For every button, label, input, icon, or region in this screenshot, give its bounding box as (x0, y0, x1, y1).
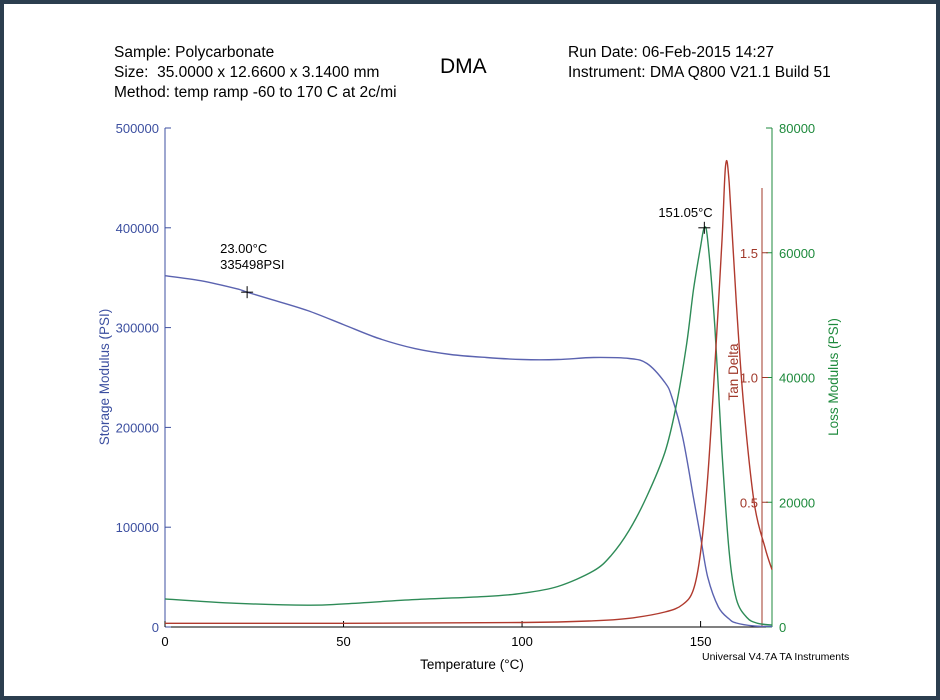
y-right-tick-label: 40000 (779, 371, 815, 386)
y-right-axis-title: Loss Modulus (PSI) (826, 318, 841, 436)
sample-name: Sample: Polycarbonate (114, 44, 275, 61)
sample-size: Size: 35.0000 x 12.6600 x 3.1400 mm (114, 64, 380, 81)
y-left-tick-label: 400000 (116, 221, 159, 236)
y-left-axis-title: Storage Modulus (PSI) (97, 309, 112, 446)
loss-modulus-line (164, 226, 773, 626)
y-right-tick-label: 80000 (779, 121, 815, 136)
annotation-label: 23.00°C (220, 241, 267, 256)
tan-delta-line (164, 160, 773, 625)
x-tick-label: 150 (690, 634, 712, 649)
software-version: Universal V4.7A TA Instruments (702, 651, 850, 663)
annotation-label: 151.05°C (658, 205, 712, 220)
chart-title: DMA (440, 55, 487, 78)
test-method: Method: temp ramp -60 to 170 C at 2c/mi (114, 84, 397, 101)
run-info: Run Date: 06-Feb-2015 14:27 Instrument: … (568, 43, 831, 83)
tan-delta-axis-title: Tan Delta (726, 343, 741, 401)
y-left-tick-label: 500000 (116, 121, 159, 136)
sample-info: Sample: Polycarbonate Size: 35.0000 x 12… (114, 43, 397, 103)
annotation-label: 335498PSI (220, 257, 284, 272)
x-tick-label: 0 (161, 634, 168, 649)
chart-frame (4, 4, 936, 696)
y-right-tick-label: 0 (779, 620, 786, 635)
instrument: Instrument: DMA Q800 V21.1 Build 51 (568, 64, 831, 81)
y-left-tick-label: 0 (152, 620, 159, 635)
y-left-tick-label: 100000 (116, 520, 159, 535)
y-right-tick-label: 60000 (779, 246, 815, 261)
storage-modulus-line (164, 275, 773, 628)
tan-tick-label: 1.5 (740, 246, 758, 261)
tan-tick-label: 1.0 (740, 371, 758, 386)
x-tick-label: 50 (336, 634, 350, 649)
x-tick-label: 100 (511, 634, 533, 649)
y-left-tick-label: 200000 (116, 420, 159, 435)
y-right-tick-label: 20000 (779, 495, 815, 510)
run-date: Run Date: 06-Feb-2015 14:27 (568, 44, 774, 61)
x-axis-title: Temperature (°C) (420, 657, 524, 672)
y-left-tick-label: 300000 (116, 321, 159, 336)
